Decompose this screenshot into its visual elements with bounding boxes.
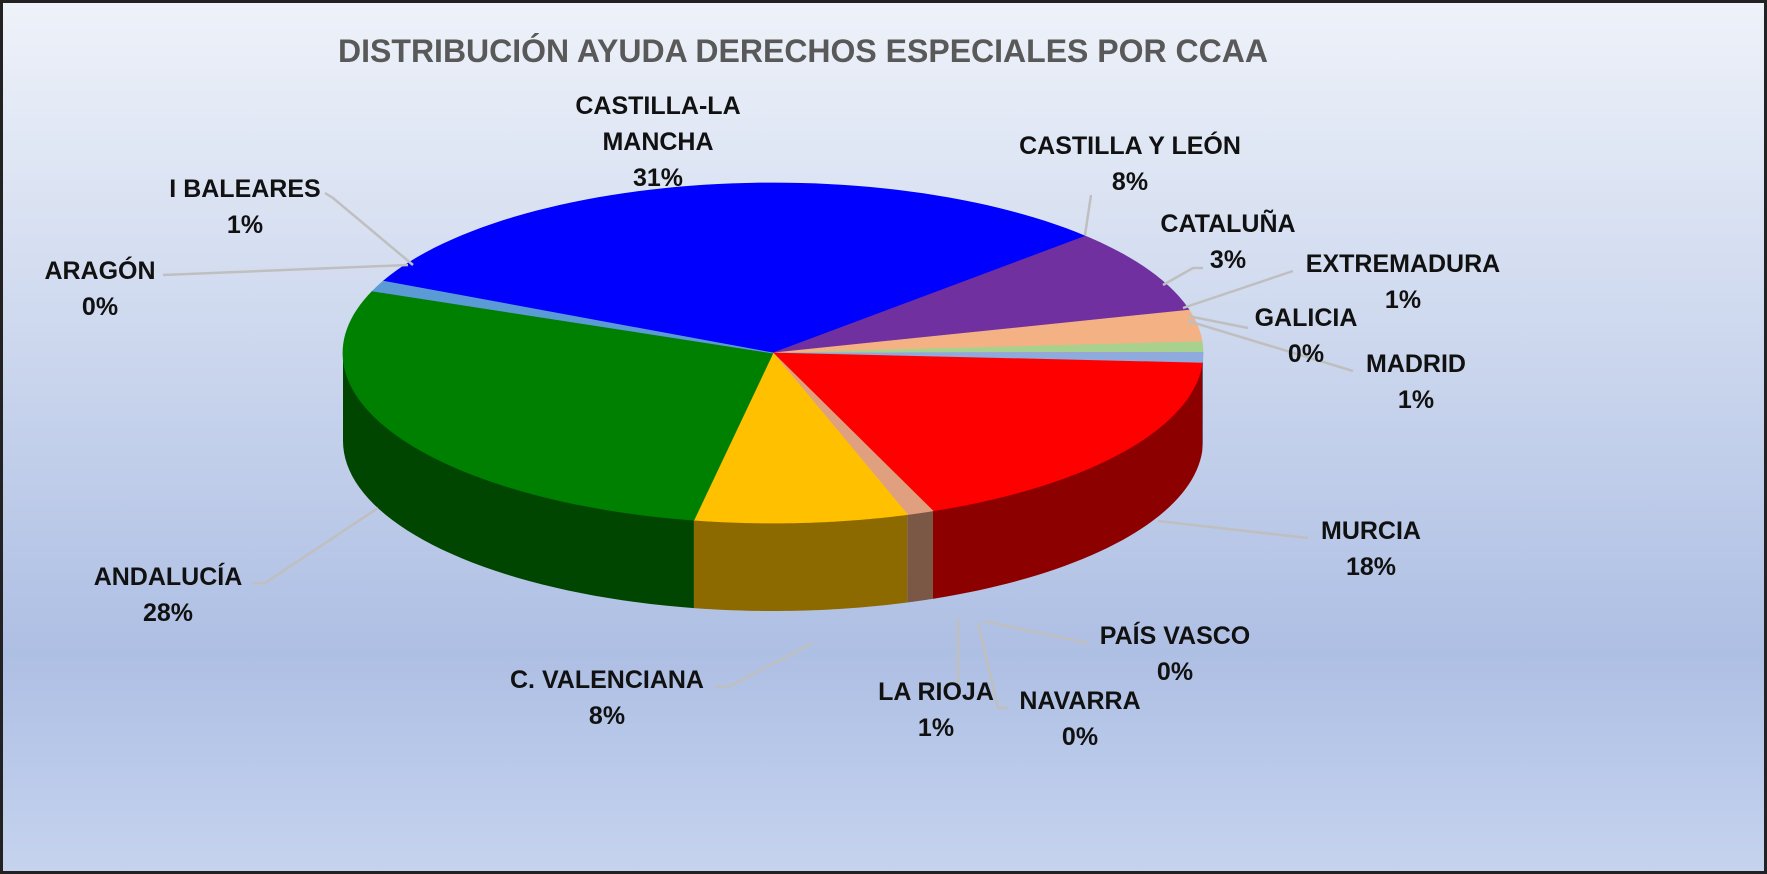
data-label: NAVARRA 0% [1019, 683, 1140, 755]
pie-slice [693, 352, 909, 524]
category-label: CATALUÑA [1160, 210, 1296, 238]
leader-line [324, 191, 414, 266]
category-label: LA RIOJA [878, 678, 994, 706]
value-label: 18% [1345, 553, 1397, 581]
value-label: 31% [632, 164, 684, 192]
leader-line [715, 641, 814, 689]
pie-slice [772, 309, 1203, 354]
value-label: 1% [917, 714, 955, 742]
data-label: C. VALENCIANA 8% [510, 662, 704, 734]
category-label: MADRID [1366, 350, 1466, 378]
leader-line [1187, 319, 1354, 373]
data-label: CASTILLA-LA MANCHA 31% [558, 88, 758, 196]
value-label: 0% [81, 293, 119, 321]
category-label: MURCIA [1321, 517, 1421, 545]
value-label: 1% [1397, 386, 1435, 414]
value-label: 3% [1209, 246, 1247, 274]
value-label: 8% [588, 702, 626, 730]
leader-line [982, 619, 1089, 645]
data-label: PAÍS VASCO 0% [1100, 618, 1251, 690]
data-label: CATALUÑA 3% [1160, 206, 1295, 278]
pie-slice [772, 352, 1203, 512]
category-label: I BALEARES [169, 175, 321, 203]
pie-slice [772, 235, 1190, 354]
leader-line [162, 263, 409, 277]
value-label: 0% [1061, 723, 1099, 751]
pie-slice-side [1202, 353, 1203, 452]
category-label: EXTREMADURA [1305, 250, 1501, 278]
leader-line [1083, 194, 1093, 236]
pie-slice [342, 290, 774, 521]
category-label: C. VALENCIANA [510, 666, 704, 694]
category-label: CASTILLA Y LEÓN [1019, 132, 1241, 160]
pie-slice [382, 182, 1087, 354]
value-label: 1% [226, 211, 264, 239]
data-label: I BALEARES 1% [169, 171, 320, 243]
category-label: PAÍS VASCO [1099, 622, 1251, 650]
data-label: CASTILLA Y LEÓN 8% [1019, 128, 1241, 200]
leader-line [1187, 314, 1249, 330]
data-label: EXTREMADURA 1% [1306, 246, 1500, 318]
pie-slice [371, 280, 774, 354]
chart-title: DISTRIBUCIÓN AYUDA DERECHOS ESPECIALES P… [338, 33, 1268, 69]
leader-line [1162, 266, 1203, 287]
pie-slice-side [693, 514, 908, 611]
category-label: ARAGÓN [44, 257, 156, 285]
data-label: MURCIA 18% [1321, 513, 1421, 585]
category-label: CASTILLA-LA MANCHA [575, 92, 741, 156]
data-label: LA RIOJA 1% [878, 674, 994, 746]
leader-line [976, 622, 1008, 710]
leader-line [253, 506, 379, 585]
value-label: 0% [1287, 340, 1325, 368]
data-label: ARAGÓN 0% [44, 253, 155, 325]
plot [162, 182, 1354, 710]
data-label: GALICIA 0% [1255, 300, 1358, 372]
value-label: 0% [1156, 658, 1194, 686]
data-label: ANDALUCÍA 28% [94, 559, 243, 631]
pie-slice-side [932, 363, 1203, 599]
value-label: 1% [1384, 286, 1422, 314]
category-label: GALICIA [1254, 304, 1358, 332]
category-label: NAVARRA [1019, 687, 1141, 715]
value-label: 8% [1111, 168, 1149, 196]
pie-slice [772, 341, 1204, 354]
leader-line [1157, 519, 1309, 540]
category-label: ANDALUCÍA [93, 563, 243, 591]
pie-slice-side [343, 353, 694, 609]
leader-line [1182, 269, 1294, 310]
pie-slice-side [907, 510, 933, 603]
pie-slice [772, 352, 934, 515]
value-label: 28% [142, 599, 194, 627]
data-label: MADRID 1% [1366, 346, 1466, 418]
